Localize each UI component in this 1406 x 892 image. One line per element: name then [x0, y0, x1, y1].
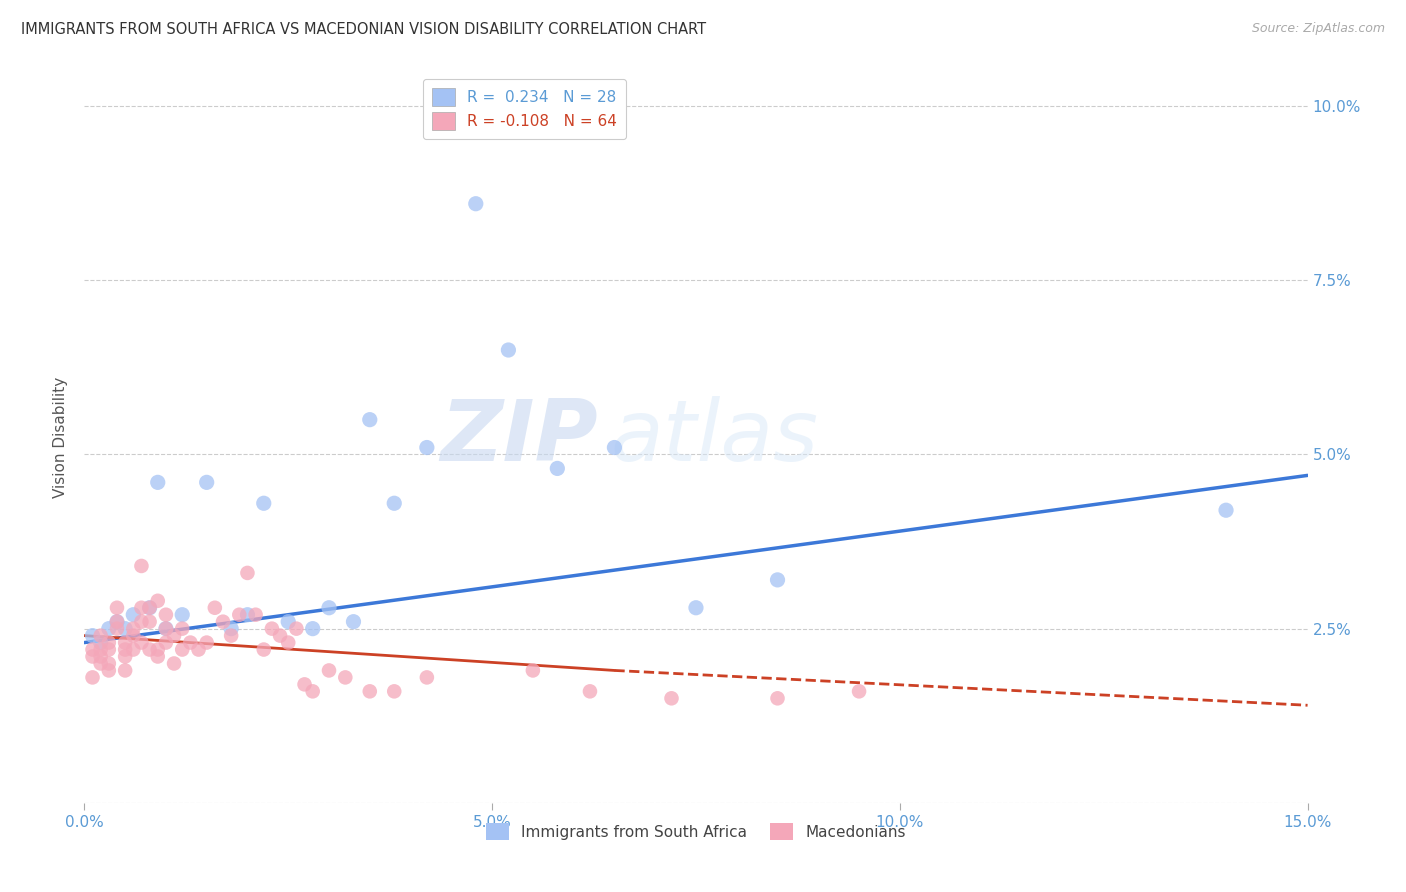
Point	[204, 600, 226, 615]
Point	[163, 629, 186, 643]
Point	[131, 635, 153, 649]
Point	[603, 441, 626, 455]
Point	[277, 615, 299, 629]
Point	[219, 629, 242, 643]
Point	[146, 475, 169, 490]
Point	[97, 664, 120, 678]
Point	[301, 684, 323, 698]
Legend: Immigrants from South Africa, Macedonians: Immigrants from South Africa, Macedonian…	[479, 816, 912, 847]
Point	[318, 600, 340, 615]
Point	[138, 600, 160, 615]
Point	[172, 642, 194, 657]
Point	[90, 635, 112, 649]
Point	[114, 664, 136, 678]
Point	[97, 642, 120, 657]
Point	[163, 657, 186, 671]
Point	[82, 629, 104, 643]
Point	[90, 642, 112, 657]
Point	[131, 600, 153, 615]
Point	[848, 684, 870, 698]
Point	[122, 607, 145, 622]
Point	[114, 635, 136, 649]
Point	[359, 412, 381, 426]
Point	[155, 635, 177, 649]
Point	[260, 622, 283, 636]
Point	[105, 615, 128, 629]
Point	[685, 600, 707, 615]
Point	[82, 642, 104, 657]
Point	[416, 670, 439, 684]
Point	[131, 615, 153, 629]
Point	[579, 684, 602, 698]
Y-axis label: Vision Disability: Vision Disability	[53, 376, 69, 498]
Point	[498, 343, 520, 357]
Point	[382, 496, 405, 510]
Point	[146, 642, 169, 657]
Point	[285, 622, 308, 636]
Point	[195, 635, 218, 649]
Point	[335, 670, 357, 684]
Text: Source: ZipAtlas.com: Source: ZipAtlas.com	[1251, 22, 1385, 36]
Point	[228, 607, 250, 622]
Point	[172, 607, 194, 622]
Point	[269, 629, 291, 643]
Point	[114, 622, 136, 636]
Point	[138, 642, 160, 657]
Point	[342, 615, 364, 629]
Point	[277, 635, 299, 649]
Point	[359, 684, 381, 698]
Point	[114, 642, 136, 657]
Point	[122, 642, 145, 657]
Point	[82, 649, 104, 664]
Point	[187, 642, 209, 657]
Point	[122, 622, 145, 636]
Point	[114, 649, 136, 664]
Point	[546, 461, 568, 475]
Point	[464, 196, 486, 211]
Point	[146, 594, 169, 608]
Point	[155, 622, 177, 636]
Point	[146, 649, 169, 664]
Point	[90, 649, 112, 664]
Text: atlas: atlas	[610, 395, 818, 479]
Point	[253, 642, 276, 657]
Point	[105, 600, 128, 615]
Point	[122, 629, 145, 643]
Point	[155, 622, 177, 636]
Point	[172, 622, 194, 636]
Point	[253, 496, 276, 510]
Point	[219, 622, 242, 636]
Point	[138, 615, 160, 629]
Point	[90, 657, 112, 671]
Point	[294, 677, 316, 691]
Point	[131, 558, 153, 573]
Point	[522, 664, 544, 678]
Point	[382, 684, 405, 698]
Point	[90, 629, 112, 643]
Point	[236, 566, 259, 580]
Point	[766, 573, 789, 587]
Point	[245, 607, 267, 622]
Text: IMMIGRANTS FROM SOUTH AFRICA VS MACEDONIAN VISION DISABILITY CORRELATION CHART: IMMIGRANTS FROM SOUTH AFRICA VS MACEDONI…	[21, 22, 706, 37]
Point	[212, 615, 235, 629]
Point	[138, 600, 160, 615]
Text: ZIP: ZIP	[440, 395, 598, 479]
Point	[766, 691, 789, 706]
Point	[105, 615, 128, 629]
Point	[97, 635, 120, 649]
Point	[195, 475, 218, 490]
Point	[97, 622, 120, 636]
Point	[105, 622, 128, 636]
Point	[661, 691, 683, 706]
Point	[97, 657, 120, 671]
Point	[155, 607, 177, 622]
Point	[82, 670, 104, 684]
Point	[1215, 503, 1237, 517]
Point	[236, 607, 259, 622]
Point	[301, 622, 323, 636]
Point	[318, 664, 340, 678]
Point	[416, 441, 439, 455]
Point	[179, 635, 201, 649]
